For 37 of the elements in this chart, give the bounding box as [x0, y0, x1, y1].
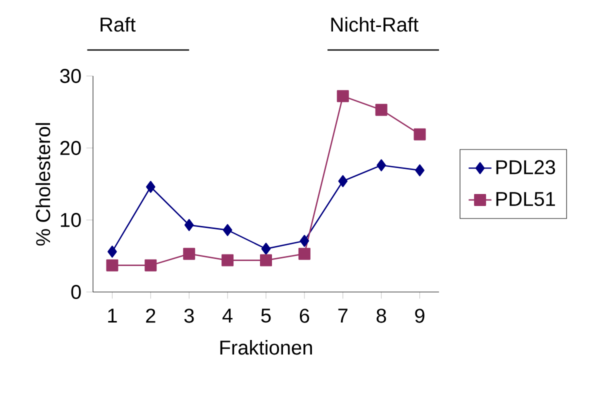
point [222, 224, 232, 236]
x-tick-label: 2 [146, 308, 156, 323]
point [414, 128, 426, 140]
point [144, 259, 157, 272]
point [375, 104, 388, 116]
point [376, 159, 386, 172]
point [108, 246, 117, 258]
point [184, 219, 194, 232]
point [300, 234, 310, 247]
point [106, 259, 118, 272]
point [146, 180, 156, 193]
point [222, 254, 234, 266]
x-tick-label: 8 [376, 308, 386, 323]
point [415, 164, 424, 176]
y-tick-label: 10 [60, 212, 81, 228]
point [298, 248, 310, 260]
y-tick-label: 30 [60, 68, 81, 84]
x-tick-label: 6 [300, 308, 310, 323]
x-tick-label: 9 [415, 308, 424, 323]
point [261, 242, 271, 255]
point [336, 90, 349, 102]
x-tick-label: 4 [222, 308, 233, 322]
x-tick-label: 3 [184, 308, 194, 323]
x-tick-label: 1 [108, 308, 117, 322]
y-tick-label: 20 [60, 140, 81, 156]
point [183, 248, 196, 260]
legend-label: PDL51 [496, 192, 555, 206]
y-tick-label: 0 [71, 284, 81, 300]
point [260, 254, 272, 266]
x-tick-label: 5 [261, 308, 271, 323]
x-axis-title: Fraktionen [220, 340, 312, 355]
x-tick-label: 7 [338, 308, 348, 322]
y-axis-title: % Cholesterol [36, 123, 50, 246]
text: Raft [100, 17, 136, 32]
legend-label: PDL23 [496, 160, 556, 174]
text: Nicht-Raft [331, 17, 418, 32]
point [338, 175, 348, 188]
